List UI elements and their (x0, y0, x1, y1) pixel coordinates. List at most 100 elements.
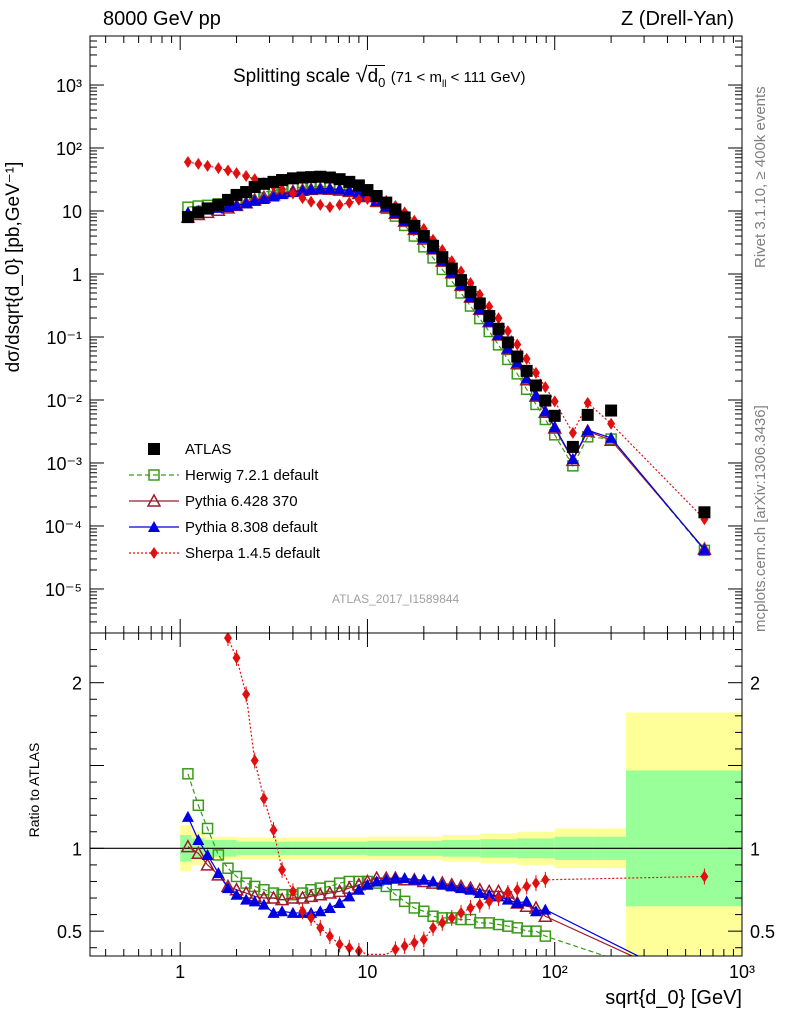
ratio-point (232, 651, 241, 664)
data-point (194, 157, 203, 170)
legend-label: Herwig 7.2.1 default (185, 466, 319, 484)
data-point (398, 211, 411, 224)
data-point (335, 198, 344, 211)
data-point (513, 338, 522, 351)
legend-symbol (148, 443, 160, 455)
legend-item: Pythia 8.308 default (125, 514, 320, 540)
ratio-point (295, 890, 310, 904)
ratio-point (398, 872, 411, 884)
data-point (473, 297, 486, 310)
data-point (192, 206, 205, 219)
ratio-point (352, 883, 365, 895)
legend-label: Sherpa 1.4.5 default (185, 544, 321, 562)
data-point (539, 394, 552, 407)
collision-energy-label: 8000 GeV pp (103, 8, 221, 30)
legend-item: Sherpa 1.4.5 default (125, 540, 320, 566)
data-point (370, 190, 383, 203)
title-selection-close: < 111 GeV) (446, 69, 526, 86)
data-point (529, 379, 542, 392)
ratio-point (325, 930, 334, 943)
ratio-uncertainty-bands (180, 712, 742, 956)
ratio-point (305, 883, 317, 896)
legend-marker (146, 493, 162, 507)
process-label: Z (Drell-Yan) (621, 8, 734, 30)
main-series-atlas (181, 170, 711, 519)
ratio-point (511, 896, 524, 908)
legend-item: Pythia 6.428 370 (125, 488, 320, 514)
ratio-point (335, 938, 344, 951)
title-selection-sub: ll (441, 78, 447, 90)
ratio-point (391, 943, 400, 956)
ratio-point (333, 896, 346, 908)
data-point (181, 211, 194, 224)
data-point (503, 325, 512, 338)
legend-symbol (129, 493, 179, 507)
ratio-point (538, 908, 553, 922)
ratio-point (222, 862, 234, 874)
ratio-point (221, 882, 234, 894)
ratio-point (475, 898, 484, 911)
data-point (307, 195, 316, 208)
ratio-point (389, 872, 402, 884)
data-point (550, 395, 559, 408)
ratio-point (361, 878, 374, 890)
data-point (605, 404, 618, 417)
ratio-point (248, 895, 261, 907)
data-point (333, 183, 346, 195)
y-axis-label-ratio: Ratio to ATLAS (26, 742, 42, 838)
ratio-point (520, 895, 533, 907)
ratio-point (288, 885, 297, 898)
data-point (314, 170, 327, 183)
legend-symbol (129, 469, 179, 481)
data-point (566, 440, 579, 453)
data-point (286, 172, 299, 185)
data-point (323, 171, 336, 184)
ratio-point (494, 892, 503, 905)
ratio-panel-series (180, 633, 709, 956)
y-tick-label: 10⁻³ (46, 454, 82, 474)
ratio-point (230, 870, 243, 883)
x-tick-label: 10² (542, 962, 568, 982)
data-point (212, 198, 225, 211)
data-point (529, 389, 542, 401)
data-point (541, 381, 550, 394)
ratio-point (201, 848, 214, 860)
data-point (436, 251, 449, 264)
data-point (522, 352, 531, 365)
data-point (485, 300, 494, 313)
ratio-point (345, 941, 354, 954)
ratio-point (269, 824, 278, 837)
data-point (278, 183, 287, 196)
data-point (257, 193, 270, 205)
legend-symbol (129, 547, 179, 559)
ratio-point (212, 849, 225, 861)
ratio-point (314, 905, 327, 917)
ratio-point (266, 890, 281, 904)
data-point (354, 193, 363, 206)
data-point (223, 164, 232, 177)
data-point (232, 167, 241, 180)
ratio-y-tick-label: 0.5 (57, 922, 82, 942)
ratio-point (223, 633, 232, 644)
ratio-point (419, 933, 428, 946)
data-point (201, 202, 214, 215)
data-point (501, 336, 514, 349)
data-point (520, 364, 533, 377)
ratio-point (539, 903, 552, 915)
ratio-point (200, 857, 215, 871)
data-point (248, 194, 261, 206)
legend-label: Pythia 6.428 370 (185, 492, 298, 510)
legend-symbol (129, 521, 179, 532)
data-point (389, 203, 402, 216)
ratio-point (278, 863, 287, 876)
data-point (605, 431, 618, 443)
y-tick-label: 10² (56, 139, 82, 159)
ratio-point (192, 799, 205, 812)
ratio-point (257, 898, 270, 910)
ratio-point (298, 905, 307, 918)
ratio-point (503, 887, 512, 900)
ratio-line (187, 816, 640, 956)
ratio-point (417, 873, 430, 885)
y-axis-label-main: dσ/dsqrt{d_0} [pb,GeV⁻¹] (3, 161, 24, 373)
data-point (296, 184, 309, 196)
